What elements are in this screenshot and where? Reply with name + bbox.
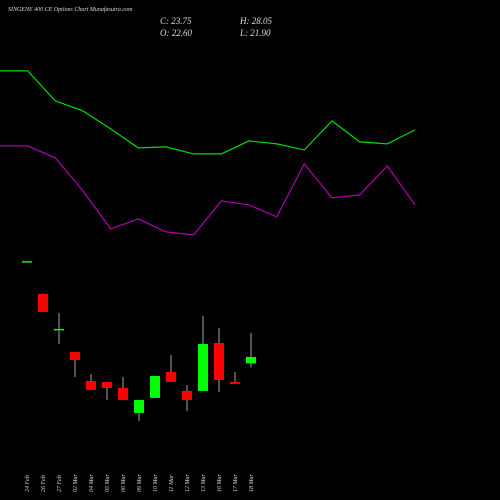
candle-body — [182, 390, 192, 400]
x-tick-label: 10 Mar — [153, 474, 159, 492]
header-close: C: 23.75 — [160, 16, 192, 26]
x-tick-label: 12 Mar — [185, 474, 191, 492]
candle-body — [246, 356, 256, 364]
candle-body — [118, 387, 128, 400]
header-low: L: 21.90 — [239, 28, 271, 38]
candle-body — [230, 381, 240, 384]
candle-body — [198, 343, 208, 391]
x-tick-label: 11 Mar — [169, 474, 175, 492]
x-tick-label: 06 Mar — [121, 474, 127, 492]
candle-body — [134, 399, 144, 413]
x-tick-label: 17 Mar — [233, 474, 239, 492]
candle-body — [86, 380, 96, 390]
x-tick-label: 18 Mar — [249, 474, 255, 492]
x-tick-label: 24 Feb — [24, 475, 31, 492]
x-tick-label: 09 Mar — [137, 474, 143, 492]
x-tick-label: 05 Mar — [105, 474, 111, 492]
candle-body — [22, 261, 32, 263]
indicator-line — [0, 145, 416, 236]
header-high: H: 28.05 — [239, 16, 272, 26]
header-open: O: 22.60 — [160, 28, 192, 38]
candle-body — [150, 375, 160, 398]
indicator-line — [0, 70, 416, 155]
candle-body — [54, 328, 64, 331]
x-tick-label: 26 Feb — [41, 475, 47, 492]
x-tick-label: 27 Feb — [57, 475, 63, 492]
candle-body — [102, 381, 112, 388]
candle-body — [214, 342, 224, 380]
candle-body — [70, 351, 80, 360]
x-tick-label: 16 Mar — [217, 474, 223, 492]
x-tick-label: 04 Mar — [88, 474, 95, 492]
candle-body — [166, 371, 176, 382]
chart-title: SINGENE 400 CE Options Chart Munafasutra… — [8, 6, 133, 13]
x-tick-label: 13 Mar — [201, 474, 207, 492]
x-tick-label: 02 Mar — [73, 474, 79, 492]
candle-body — [38, 293, 48, 312]
